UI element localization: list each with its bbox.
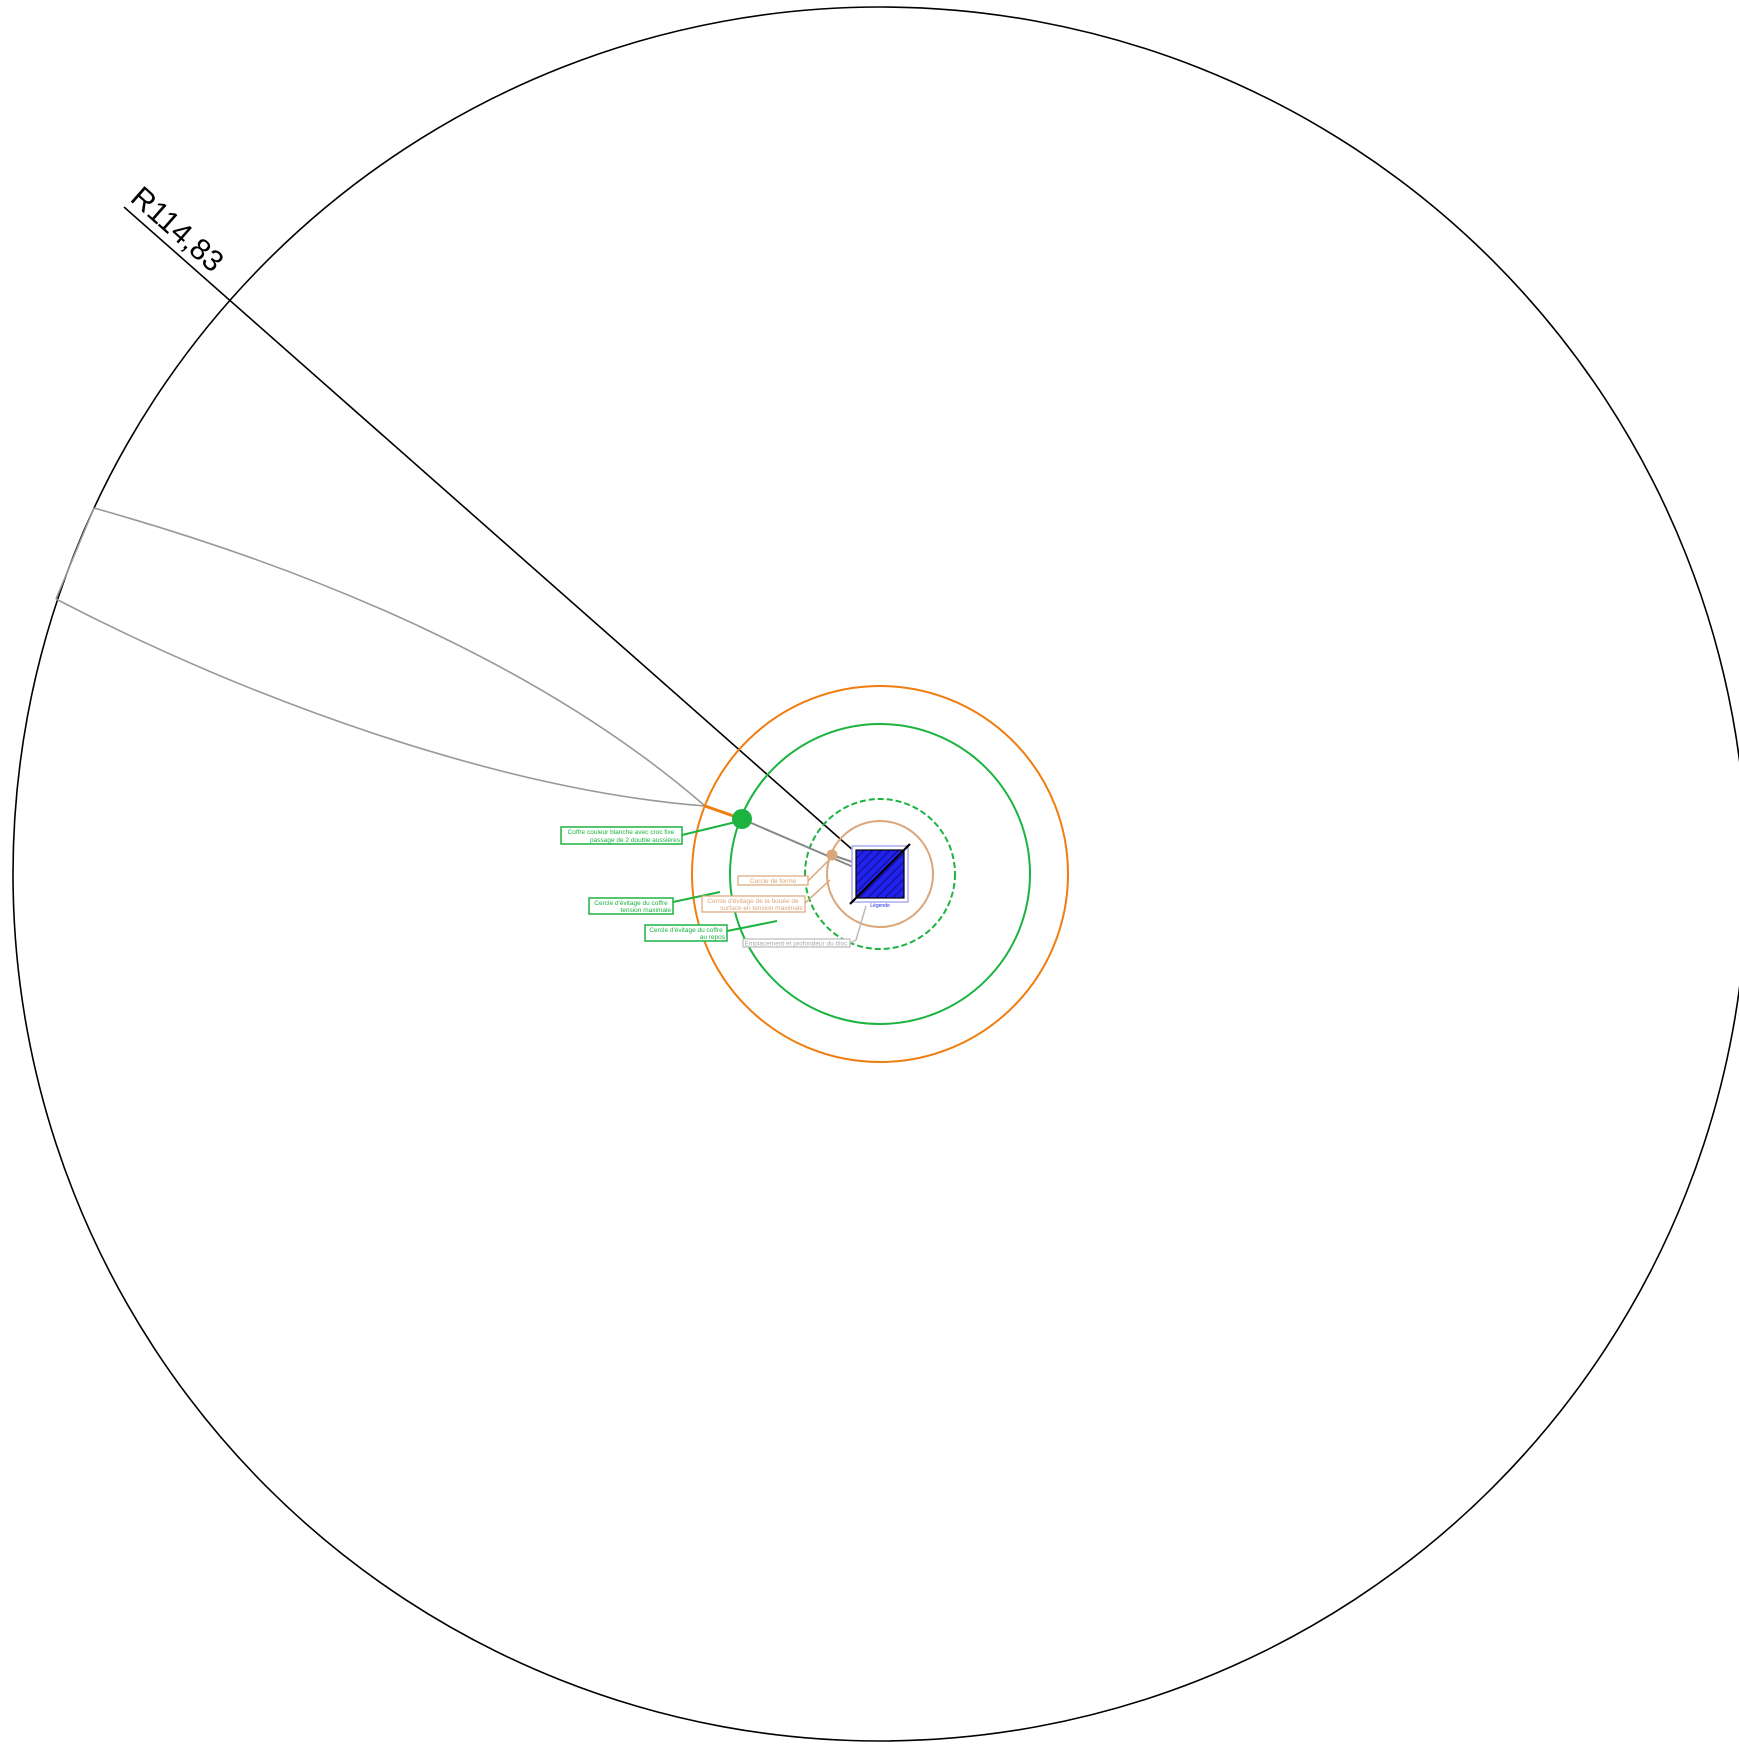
label-coffre-line1: Coffre couleur blanche avec croc fixe: [568, 829, 675, 836]
vessel-stern: [55, 507, 95, 600]
vessel-outline-upper: [93, 507, 706, 807]
tan-shape-circle: [826, 820, 934, 928]
label-evitage-tension-line2: tension maximale: [620, 907, 671, 914]
label-coffre: Coffre couleur blanche avec croc fixe pa…: [560, 826, 683, 845]
label-evitage-bouee-line2: surface en tension maximale: [720, 905, 803, 912]
leader-cercle-forme: [807, 856, 833, 882]
label-cercle-forme-text: Cercle de forme: [750, 878, 797, 885]
vessel-outline-lower: [55, 598, 706, 807]
block-legend-label: Légende: [870, 903, 890, 909]
leader-coffre: [681, 820, 741, 836]
label-evitage-repos-line1: Cercle d'évitage du coffre: [649, 927, 723, 934]
radius-label: R114,83: [124, 180, 229, 278]
block-diagonal-left: [849, 873, 881, 905]
label-evitage-bouee: Cercle d'évitage de la bouée de surface …: [701, 895, 806, 913]
label-emplacement-text: Emplacement et profondeur du bloc: [745, 941, 849, 948]
orange-circle: [691, 685, 1069, 1063]
leader-evitage-repos: [726, 920, 778, 932]
block-diagonal-right: [879, 843, 911, 875]
radius-dimension-line: [123, 206, 881, 875]
label-evitage-repos: Cercle d'évitage du coffre au repos: [644, 924, 728, 942]
chain-coffre: [741, 818, 859, 870]
label-emplacement: Emplacement et profondeur du bloc: [742, 938, 851, 948]
leader-emplacement: [849, 905, 867, 944]
leader-evitage-bouee: [804, 879, 831, 904]
label-coffre-line2: passage de 2 double aussières: [590, 837, 681, 844]
tan-buoy-icon: [826, 849, 838, 861]
outer-swing-circle: [12, 6, 1739, 1742]
label-cercle-forme: Cercle de forme: [737, 875, 809, 886]
green-swing-circle-max: [729, 723, 1031, 1025]
leader-evitage-tension: [672, 891, 721, 903]
label-evitage-tension-line1: Cercle d'évitage du coffre: [594, 900, 668, 907]
green-swing-circle-rest: [804, 798, 956, 950]
label-evitage-tension: Cercle d'évitage du coffre tension maxim…: [588, 897, 674, 915]
label-evitage-repos-line2: au repos: [700, 934, 726, 941]
green-buoy-icon: [732, 809, 752, 829]
label-evitage-bouee-line1: Cercle d'évitage de la bouée de: [707, 898, 799, 905]
